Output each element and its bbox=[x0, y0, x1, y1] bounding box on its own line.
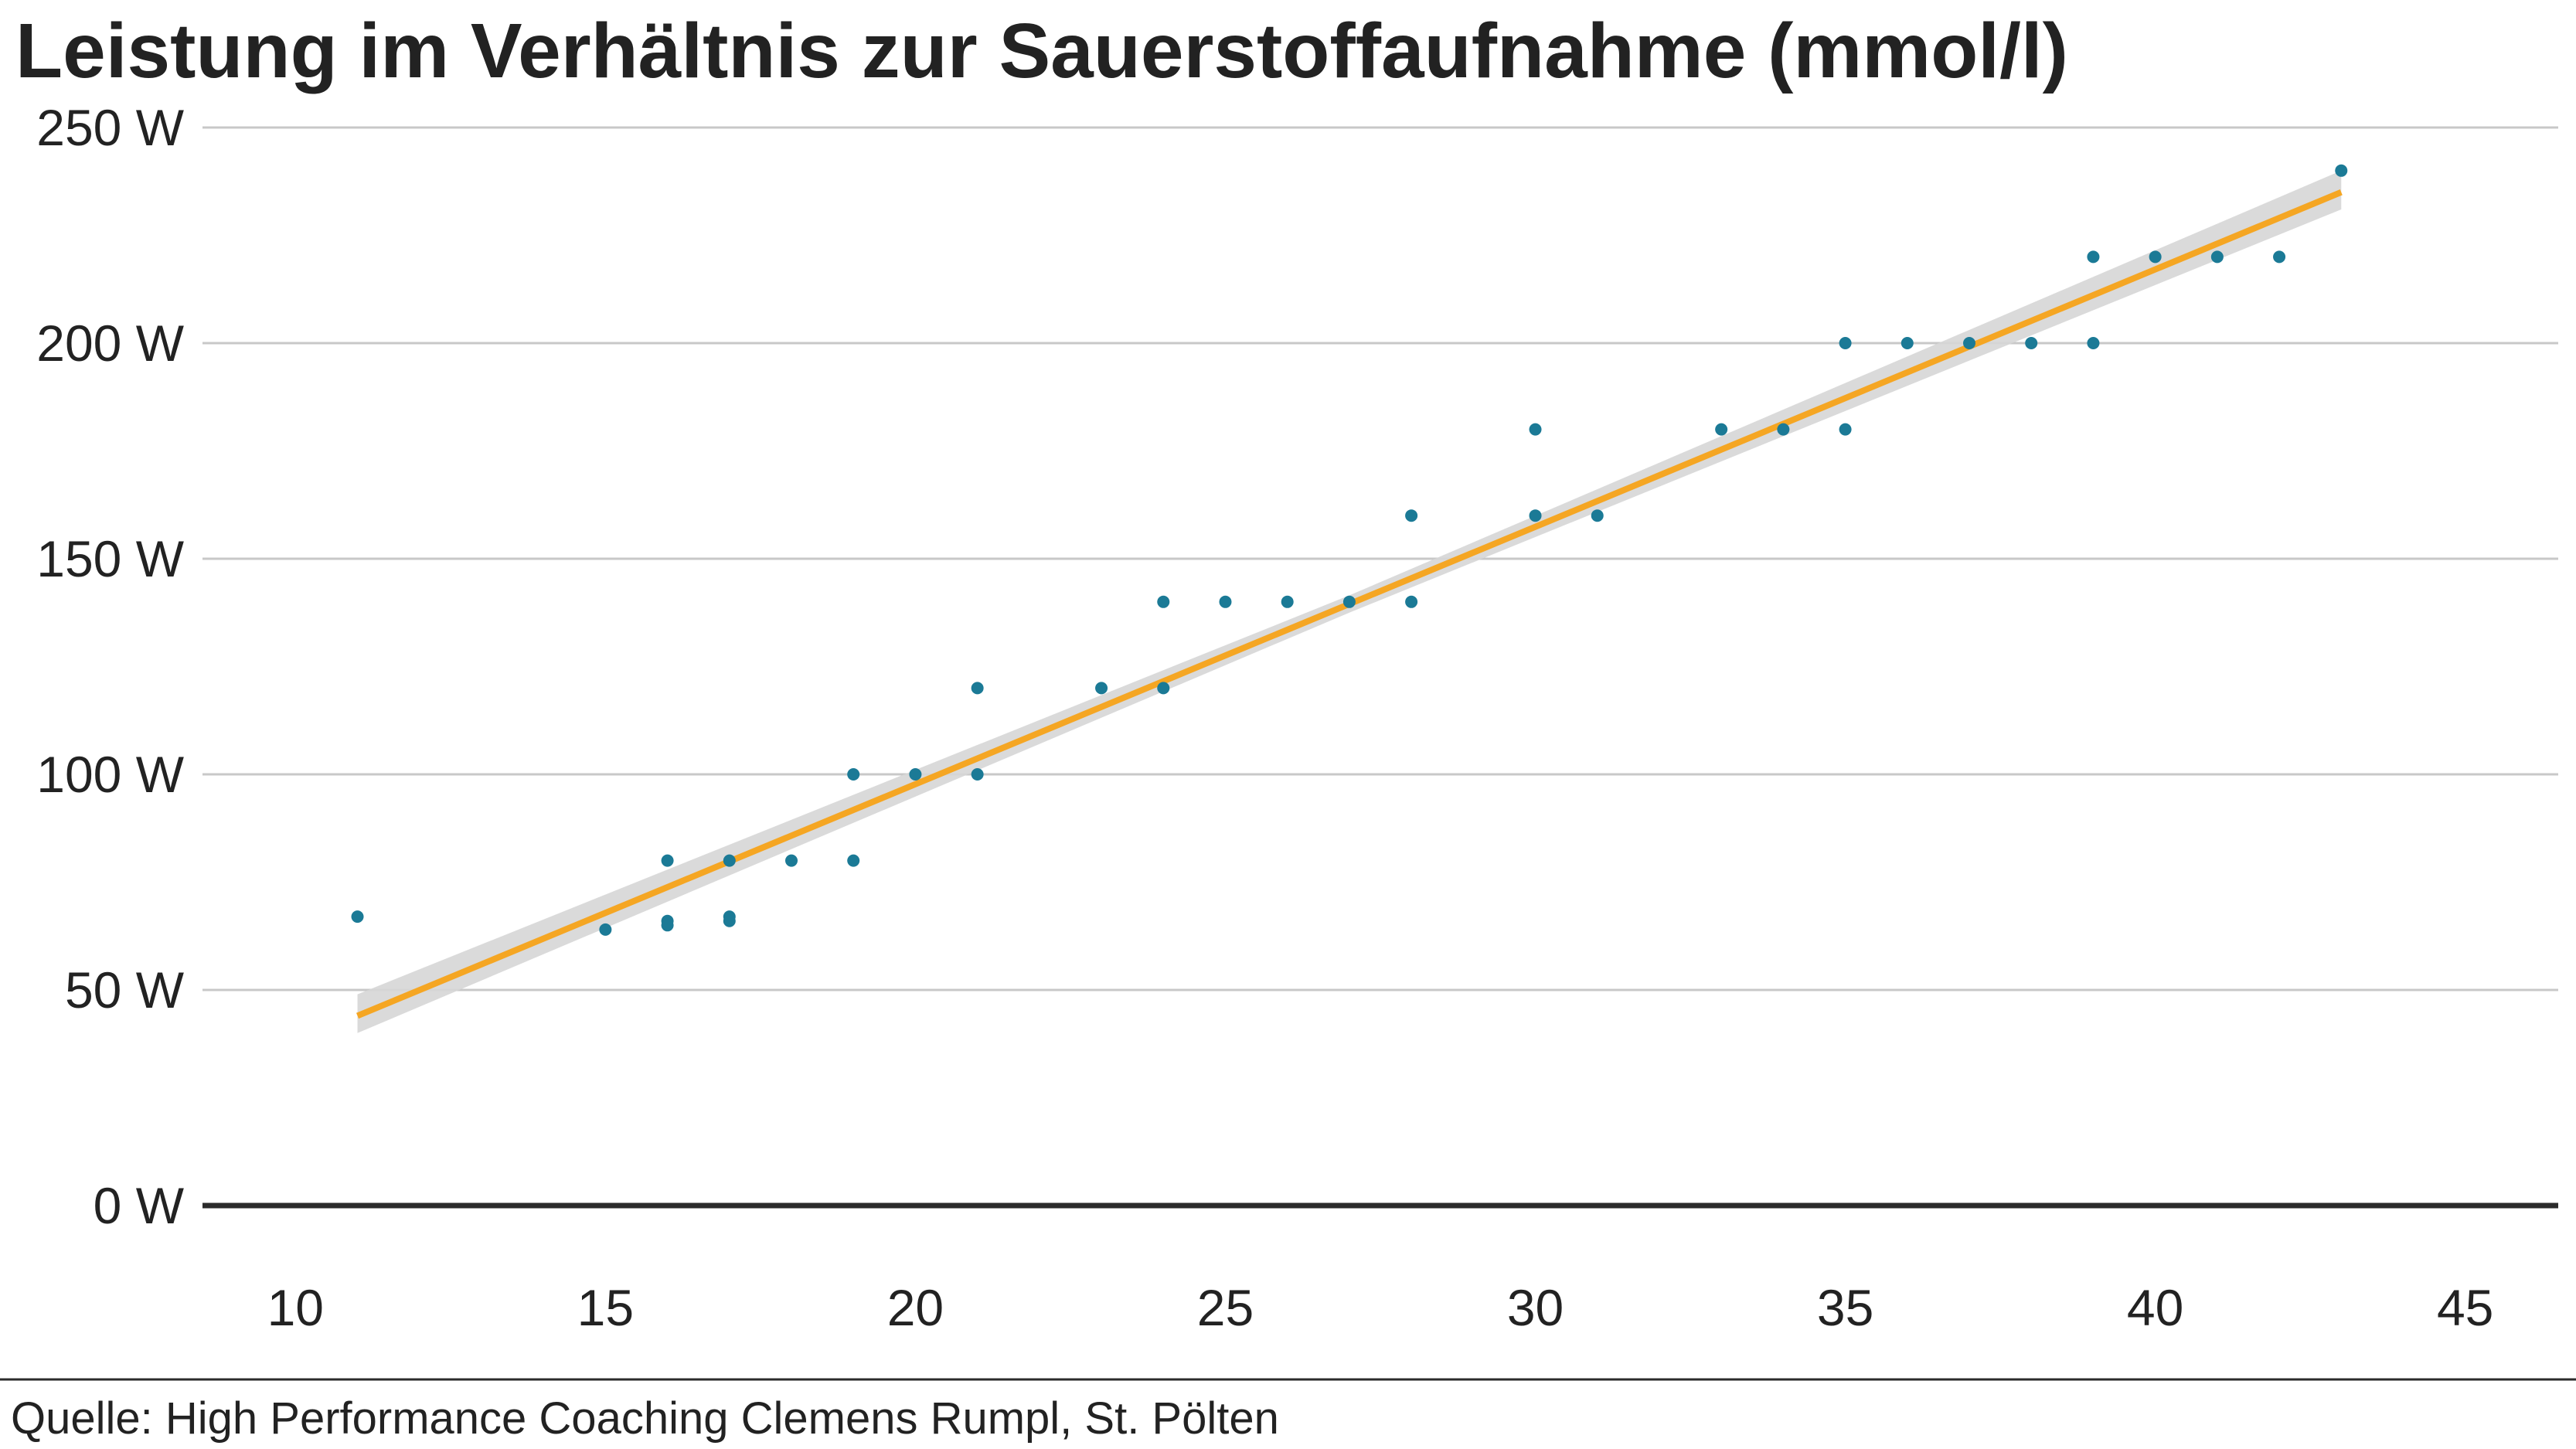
x-tick-label-40: 40 bbox=[2127, 1279, 2183, 1336]
y-tick-label-150: 150 W bbox=[36, 530, 184, 587]
x-axis-tick-labels: 10 15 20 25 30 35 40 45 bbox=[267, 1279, 2494, 1336]
data-point bbox=[785, 854, 798, 867]
data-point bbox=[2335, 164, 2348, 177]
data-point bbox=[723, 914, 736, 927]
data-point bbox=[971, 768, 984, 781]
data-points bbox=[351, 164, 2348, 936]
data-point bbox=[1715, 423, 1728, 436]
data-point bbox=[2087, 337, 2100, 349]
data-point bbox=[1281, 595, 1294, 608]
data-point bbox=[1405, 509, 1418, 522]
y-axis-tick-labels: 0 W 50 W 100 W 150 W 200 W 250 W bbox=[36, 99, 184, 1234]
data-point bbox=[1529, 423, 1542, 436]
data-point bbox=[1839, 337, 1852, 349]
data-point bbox=[1529, 509, 1542, 522]
data-point bbox=[351, 910, 364, 923]
y-tick-label-50: 50 W bbox=[65, 961, 185, 1019]
y-tick-label-0: 0 W bbox=[94, 1177, 185, 1234]
data-point bbox=[1219, 595, 1232, 608]
data-point bbox=[971, 682, 984, 695]
source-note: Quelle: High Performance Coaching Clemen… bbox=[11, 1393, 1279, 1444]
x-tick-label-30: 30 bbox=[1507, 1279, 1564, 1336]
data-point bbox=[909, 768, 922, 781]
data-point bbox=[1901, 337, 1914, 349]
data-point bbox=[2025, 337, 2038, 349]
x-tick-label-20: 20 bbox=[887, 1279, 944, 1336]
data-point bbox=[1095, 682, 1108, 695]
data-point bbox=[2210, 250, 2224, 264]
data-point bbox=[847, 768, 860, 781]
y-tick-label-250: 250 W bbox=[36, 99, 184, 156]
y-tick-label-100: 100 W bbox=[36, 746, 184, 803]
chart-title: Leistung im Verhältnis zur Sauerstoffauf… bbox=[15, 8, 2068, 94]
data-point bbox=[661, 919, 674, 932]
x-tick-label-25: 25 bbox=[1197, 1279, 1254, 1336]
data-point bbox=[1777, 423, 1790, 436]
x-tick-label-10: 10 bbox=[267, 1279, 324, 1336]
data-point bbox=[1963, 337, 1975, 349]
data-point bbox=[1157, 595, 1170, 608]
x-tick-label-45: 45 bbox=[2437, 1279, 2493, 1336]
data-point bbox=[2273, 250, 2286, 264]
data-point bbox=[1405, 595, 1418, 608]
y-tick-label-200: 200 W bbox=[36, 315, 184, 372]
data-point bbox=[2149, 250, 2162, 264]
data-point bbox=[1839, 423, 1852, 436]
x-tick-label-15: 15 bbox=[577, 1279, 634, 1336]
data-point bbox=[661, 854, 674, 867]
grid-lines bbox=[202, 126, 2558, 1209]
data-point bbox=[1342, 595, 1356, 608]
data-point bbox=[1591, 509, 1604, 522]
x-tick-label-35: 35 bbox=[1817, 1279, 1873, 1336]
data-point bbox=[2087, 250, 2100, 264]
data-point bbox=[1157, 682, 1170, 695]
data-point bbox=[723, 854, 736, 867]
data-point bbox=[847, 854, 860, 867]
data-point bbox=[599, 923, 612, 936]
